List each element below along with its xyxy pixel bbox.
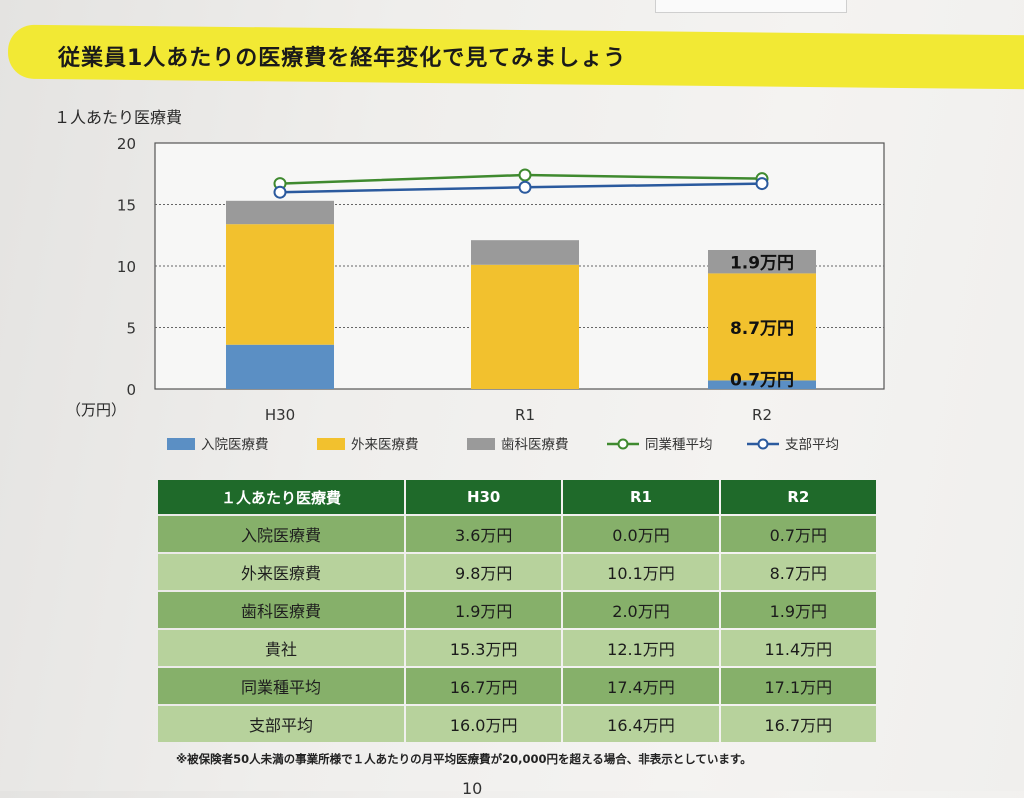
row-label: 貴社 bbox=[158, 630, 404, 666]
bar-segment bbox=[708, 273, 816, 381]
table-cell: 0.0万円 bbox=[563, 516, 719, 552]
table-header-cell: R2 bbox=[720, 480, 876, 514]
y-tick-label: 10 bbox=[117, 258, 136, 276]
x-tick-label: R2 bbox=[752, 406, 772, 424]
x-tick-label: H30 bbox=[265, 406, 295, 424]
y-tick-label: 15 bbox=[117, 197, 136, 215]
legend-marker bbox=[757, 438, 769, 450]
row-label: 支部平均 bbox=[158, 706, 404, 742]
table-cell: 1.9万円 bbox=[406, 592, 562, 628]
legend-label: 入院医療費 bbox=[201, 436, 269, 453]
page-title: 従業員1人あたりの医療費を経年変化で見てみましょう bbox=[58, 46, 627, 71]
table-row: 同業種平均 16.7万円 17.4万円 17.1万円 bbox=[158, 668, 876, 704]
tab-card-edge bbox=[655, 0, 847, 13]
bar-segment bbox=[226, 344, 334, 389]
bar-segment bbox=[471, 240, 579, 265]
table-cell: 0.7万円 bbox=[720, 516, 876, 552]
legend-swatch bbox=[467, 438, 495, 450]
legend-label: 同業種平均 bbox=[645, 437, 713, 453]
cost-table: １人あたり医療費 H30 R1 R2 入院医療費 3.6万円 0.0万円 0.7… bbox=[156, 478, 878, 744]
page-number: 10 bbox=[462, 779, 483, 798]
bar-segment bbox=[471, 264, 579, 389]
table-row: 貴社 15.3万円 12.1万円 11.4万円 bbox=[158, 630, 876, 666]
table-cell: 16.7万円 bbox=[406, 668, 562, 704]
bar-segment bbox=[708, 250, 816, 274]
line-point bbox=[273, 185, 287, 199]
bar-segment bbox=[708, 380, 816, 389]
table-cell: 12.1万円 bbox=[563, 630, 719, 666]
row-label: 外来医療費 bbox=[158, 554, 404, 590]
data-label: 8.7万円 bbox=[730, 319, 794, 339]
line-point bbox=[755, 177, 769, 191]
table-cell: 9.8万円 bbox=[406, 554, 562, 590]
table-header-cell: H30 bbox=[406, 480, 562, 514]
table-cell: 15.3万円 bbox=[406, 630, 562, 666]
table-header-cell: １人あたり医療費 bbox=[158, 480, 404, 514]
line-point bbox=[518, 168, 532, 182]
legend-swatch bbox=[167, 438, 195, 450]
table-row: 外来医療費 9.8万円 10.1万円 8.7万円 bbox=[158, 554, 876, 590]
bar-segment bbox=[226, 224, 334, 345]
table-row: 歯科医療費 1.9万円 2.0万円 1.9万円 bbox=[158, 592, 876, 628]
table-cell: 8.7万円 bbox=[720, 554, 876, 590]
table-cell: 3.6万円 bbox=[406, 516, 562, 552]
y-tick-label: 20 bbox=[117, 135, 136, 153]
table-cell: 2.0万円 bbox=[563, 592, 719, 628]
data-label: 0.7万円 bbox=[730, 370, 794, 390]
table-cell: 17.4万円 bbox=[563, 668, 719, 704]
x-tick-label: R1 bbox=[515, 406, 535, 424]
table-row: 支部平均 16.0万円 16.4万円 16.7万円 bbox=[158, 706, 876, 742]
legend-label: 歯科医療費 bbox=[501, 436, 569, 453]
legend-label: 支部平均 bbox=[785, 437, 839, 453]
legend-marker bbox=[617, 438, 629, 450]
table-header-cell: R1 bbox=[563, 480, 719, 514]
line-point bbox=[518, 180, 532, 194]
bar-segment bbox=[226, 200, 334, 225]
table-cell: 16.0万円 bbox=[406, 706, 562, 742]
data-label: 1.9万円 bbox=[730, 254, 794, 274]
table-cell: 1.9万円 bbox=[720, 592, 876, 628]
y-tick-label: 5 bbox=[126, 320, 136, 338]
legend-swatch bbox=[317, 438, 345, 450]
y-axis-title: １人あたり医療費 bbox=[54, 108, 183, 127]
table-header-row: １人あたり医療費 H30 R1 R2 bbox=[158, 480, 876, 514]
table-cell: 16.7万円 bbox=[720, 706, 876, 742]
table-cell: 11.4万円 bbox=[720, 630, 876, 666]
row-label: 同業種平均 bbox=[158, 668, 404, 704]
table-row: 入院医療費 3.6万円 0.0万円 0.7万円 bbox=[158, 516, 876, 552]
row-label: 歯科医療費 bbox=[158, 592, 404, 628]
footnote: ※被保険者50人未満の事業所様で１人あたりの月平均医療費が20,000円を超える… bbox=[176, 752, 752, 766]
table-cell: 16.4万円 bbox=[563, 706, 719, 742]
y-tick-label: 0 bbox=[126, 381, 136, 399]
y-axis-unit: （万円） bbox=[66, 401, 127, 419]
row-label: 入院医療費 bbox=[158, 516, 404, 552]
table-cell: 10.1万円 bbox=[563, 554, 719, 590]
table-cell: 17.1万円 bbox=[720, 668, 876, 704]
legend-label: 外来医療費 bbox=[351, 436, 419, 453]
